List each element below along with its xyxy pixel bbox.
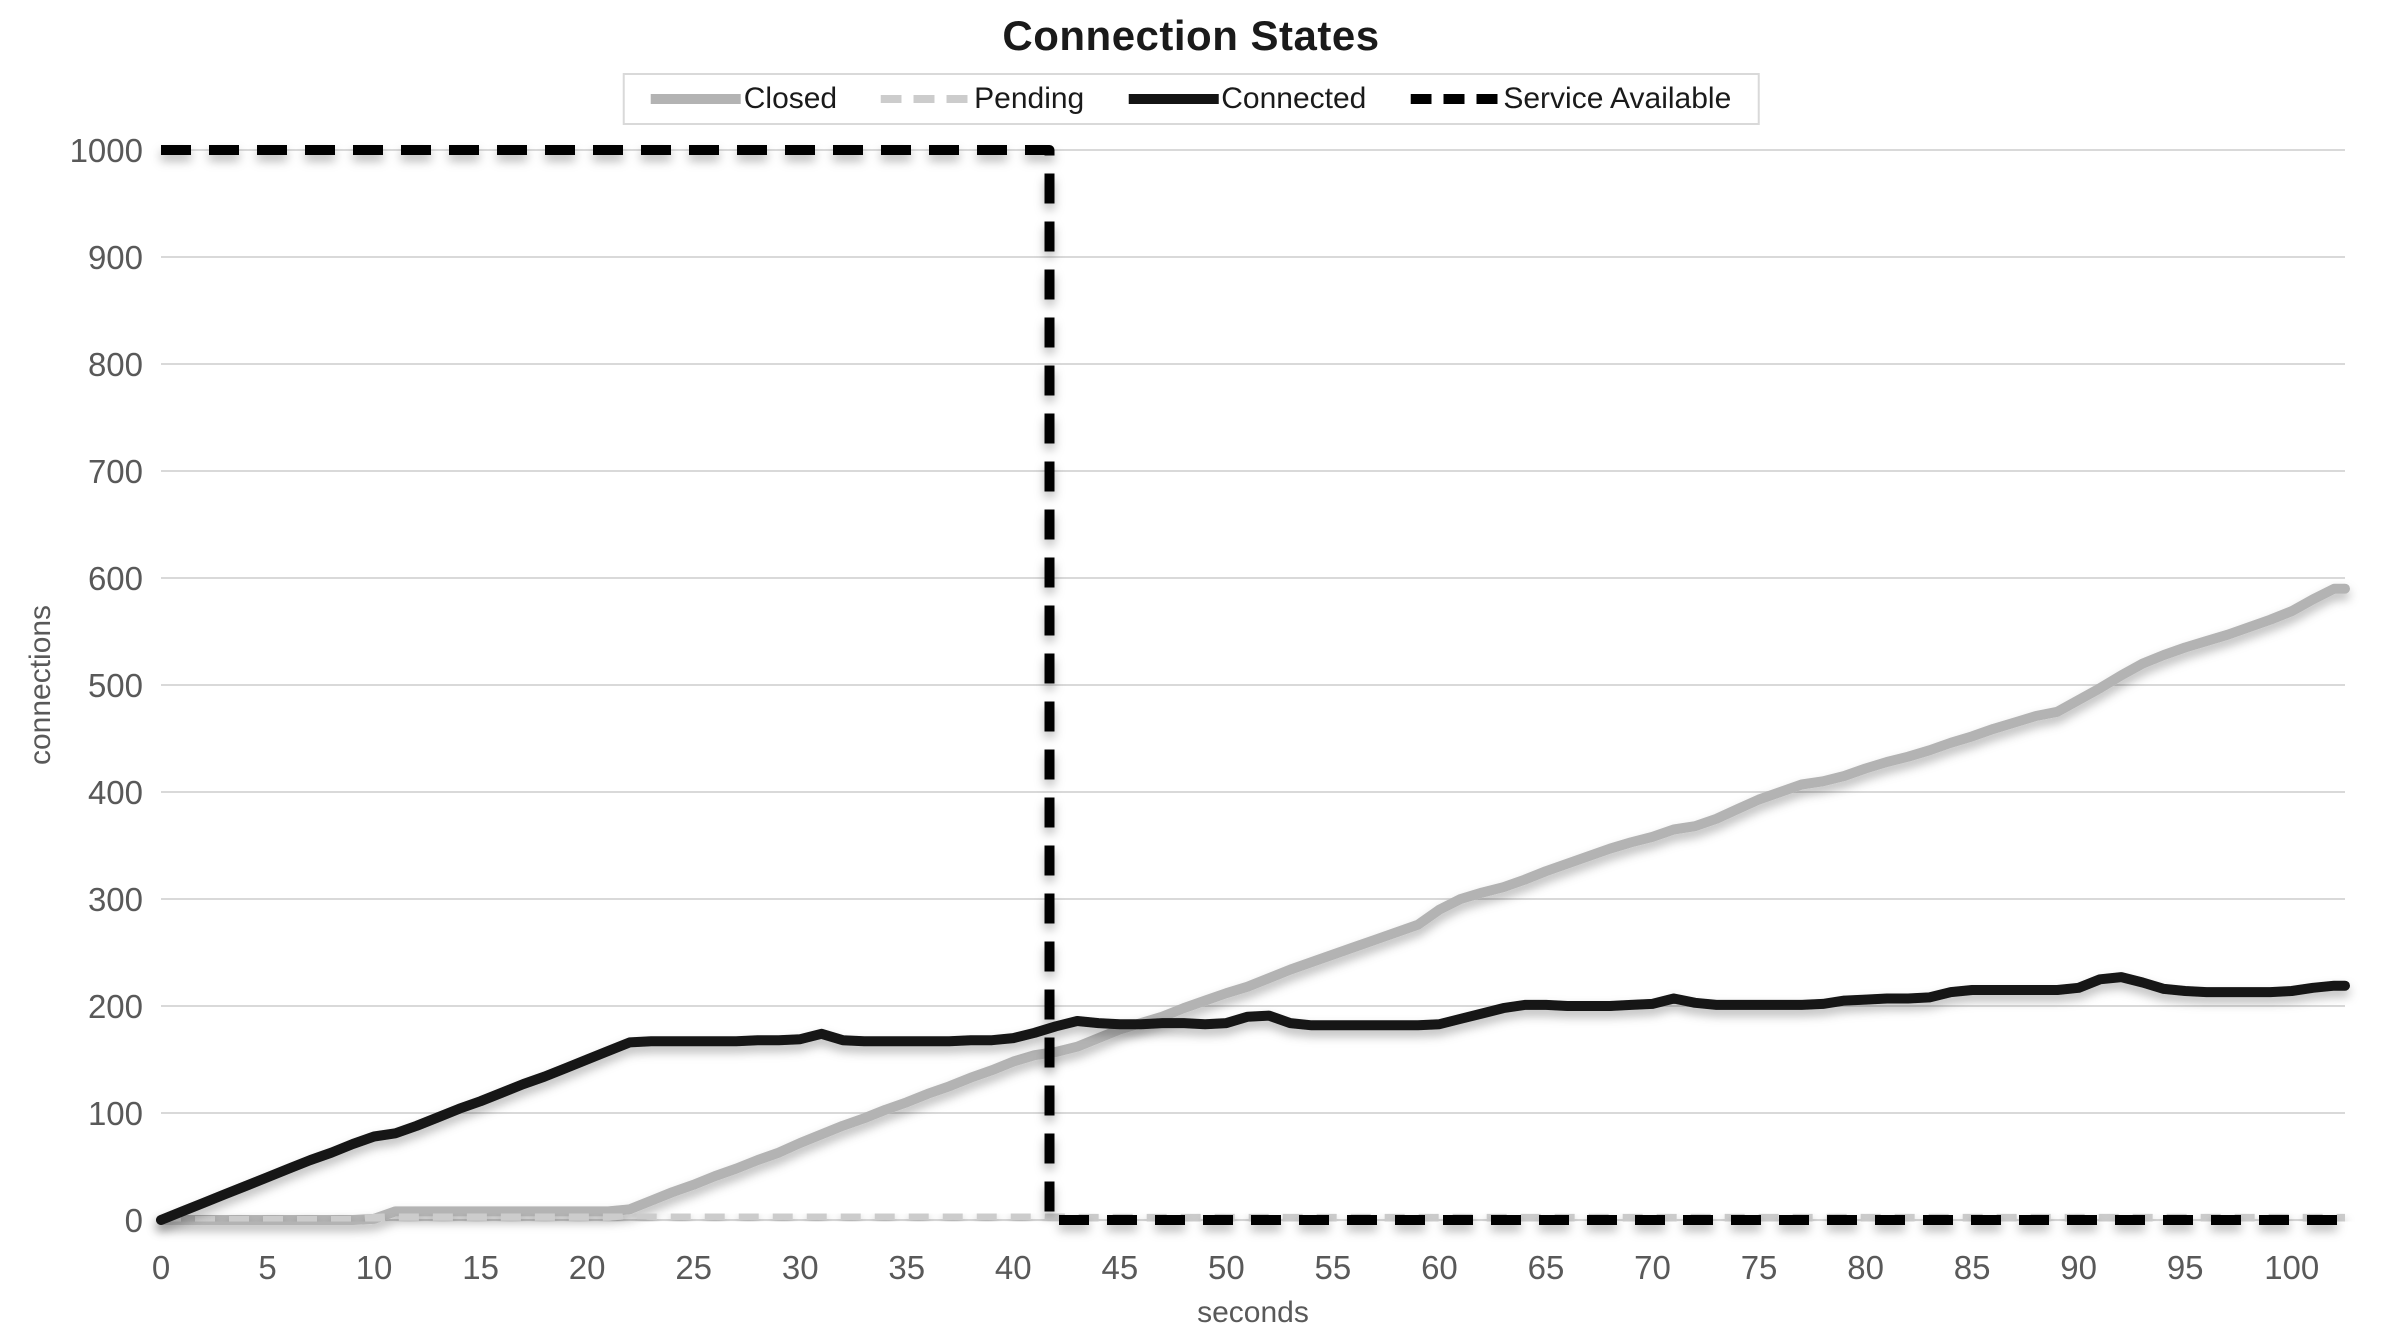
x-tick-label-95: 95	[2167, 1249, 2204, 1286]
x-tick-label-45: 45	[1101, 1249, 1138, 1286]
x-tick-label-15: 15	[462, 1249, 499, 1286]
x-tick-label-80: 80	[1847, 1249, 1884, 1286]
y-tick-label-600: 600	[88, 560, 143, 597]
x-tick-label-55: 55	[1315, 1249, 1352, 1286]
legend-swatch-closed	[650, 94, 741, 104]
x-tick-label-60: 60	[1421, 1249, 1458, 1286]
x-tick-label-20: 20	[569, 1249, 606, 1286]
legend-label-service-available: Service Available	[1503, 82, 1732, 115]
series-lines	[156, 145, 2350, 1225]
x-tick-label-85: 85	[1954, 1249, 1991, 1286]
y-tick-label-300: 300	[88, 881, 143, 918]
legend-label-pending: Pending	[974, 82, 1085, 115]
x-tick-label-0: 0	[152, 1249, 170, 1286]
legend-label-closed: Closed	[743, 82, 838, 115]
legend-item-connected: Connected	[1128, 82, 1366, 116]
x-axis-tick-labels: 0 5 10 15 20 25 30 35 40 45 50 55 60 65 70 75 80 85 90 95 10…	[152, 1249, 2319, 1286]
chart-title: Connection States	[1002, 12, 1380, 59]
legend-item-service-available: Service Available	[1410, 82, 1731, 116]
y-tick-label-800: 800	[88, 346, 143, 383]
y-axis-tick-labels: 0 100 200 300 400 500 600 700 800 900 1000	[70, 132, 143, 1239]
x-tick-label-5: 5	[258, 1249, 276, 1286]
gridlines	[161, 149, 2345, 1221]
y-tick-label-200: 200	[88, 988, 143, 1025]
y-tick-label-900: 900	[88, 239, 143, 276]
series-line-connected	[156, 972, 2350, 1225]
x-axis-title: seconds	[1197, 1296, 1309, 1329]
x-tick-label-10: 10	[356, 1249, 393, 1286]
x-tick-label-90: 90	[2060, 1249, 2097, 1286]
x-tick-label-50: 50	[1208, 1249, 1245, 1286]
legend-swatch-service-available	[1410, 94, 1501, 104]
x-tick-label-75: 75	[1741, 1249, 1778, 1286]
x-tick-label-65: 65	[1528, 1249, 1565, 1286]
x-tick-label-25: 25	[675, 1249, 712, 1286]
legend-swatch-pending	[881, 95, 972, 103]
x-tick-label-35: 35	[888, 1249, 925, 1286]
legend-label-connected: Connected	[1221, 82, 1367, 115]
x-tick-label-70: 70	[1634, 1249, 1671, 1286]
y-tick-label-400: 400	[88, 774, 143, 811]
x-tick-label-30: 30	[782, 1249, 819, 1286]
legend-swatch-connected	[1128, 94, 1219, 104]
series-line-service-available	[161, 145, 2345, 1225]
chart-legend: Closed Pending Connected Service Available	[622, 73, 1760, 125]
series-line-closed	[156, 583, 2350, 1225]
y-tick-label-700: 700	[88, 453, 143, 490]
x-tick-label-40: 40	[995, 1249, 1032, 1286]
legend-item-pending: Pending	[881, 82, 1084, 116]
y-tick-label-1000: 1000	[70, 132, 143, 169]
legend-item-closed: Closed	[650, 82, 838, 116]
y-tick-label-500: 500	[88, 667, 143, 704]
y-axis-title: connections	[24, 605, 57, 765]
y-tick-label-100: 100	[88, 1095, 143, 1132]
x-tick-label-100: 100	[2264, 1249, 2319, 1286]
y-tick-label-0: 0	[125, 1202, 143, 1239]
